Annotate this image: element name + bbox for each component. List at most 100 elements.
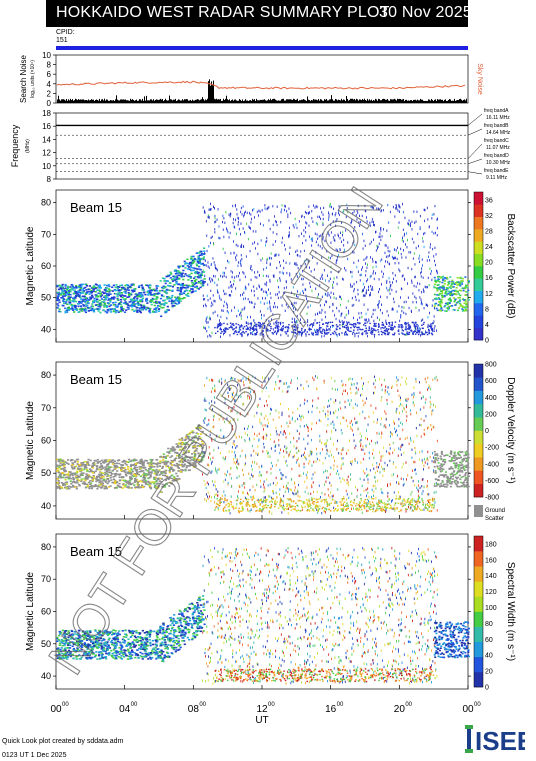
data-cell <box>338 213 340 217</box>
data-cell <box>212 279 214 282</box>
data-cell <box>268 324 271 327</box>
data-cell <box>126 303 129 305</box>
search-noise-bar <box>432 99 433 103</box>
search-noise-bar <box>374 100 375 103</box>
data-cell <box>257 270 259 274</box>
data-cell <box>309 285 311 288</box>
data-cell <box>254 275 256 279</box>
data-cell <box>99 287 102 289</box>
data-cell <box>464 300 467 302</box>
data-cell <box>121 294 124 296</box>
data-cell <box>106 460 109 463</box>
data-cell <box>87 302 90 304</box>
colorbar-segment <box>474 327 483 341</box>
data-cell <box>118 293 121 295</box>
data-cell <box>128 293 131 296</box>
data-cell <box>148 309 151 312</box>
data-cell <box>162 287 165 290</box>
data-cell <box>371 330 373 332</box>
search-noise-bar <box>69 100 70 103</box>
search-noise-bar <box>393 99 394 103</box>
data-cell <box>295 272 297 276</box>
data-cell <box>240 314 242 317</box>
data-cell <box>360 311 362 315</box>
data-cell <box>363 258 365 261</box>
data-cell <box>316 262 318 265</box>
data-cell <box>149 311 152 314</box>
search-noise-bar <box>272 99 273 103</box>
search-noise-bar <box>431 98 432 103</box>
data-cell <box>415 468 416 471</box>
data-cell <box>372 288 374 291</box>
data-cell <box>429 267 431 270</box>
data-cell <box>401 332 403 334</box>
data-cell <box>347 210 349 214</box>
data-cell <box>214 263 216 267</box>
search-noise-bar <box>128 100 129 103</box>
search-noise-bar <box>279 100 280 103</box>
data-cell <box>204 274 206 278</box>
data-cell <box>214 231 216 234</box>
data-cell <box>236 275 238 278</box>
data-cell <box>417 324 419 328</box>
data-cell <box>422 264 423 267</box>
data-cell <box>437 294 440 296</box>
data-cell <box>309 324 311 327</box>
data-cell <box>318 235 320 238</box>
data-cell <box>394 326 396 328</box>
data-cell <box>172 301 175 304</box>
search-noise-bar <box>312 100 313 103</box>
data-cell <box>141 295 144 297</box>
data-cell <box>200 250 203 253</box>
data-cell <box>350 327 352 329</box>
data-cell <box>208 325 210 329</box>
data-cell <box>199 280 202 283</box>
data-cell <box>267 307 269 310</box>
data-cell <box>142 461 146 463</box>
data-cell <box>163 290 166 293</box>
data-cell <box>179 274 182 277</box>
data-cell <box>285 205 286 208</box>
data-cell <box>59 294 62 296</box>
data-cell <box>327 329 329 331</box>
data-cell <box>189 285 193 288</box>
data-cell <box>174 275 177 278</box>
data-cell <box>271 408 272 411</box>
data-cell <box>121 464 124 466</box>
data-cell <box>283 266 285 270</box>
data-cell <box>399 319 401 323</box>
data-cell <box>159 455 162 458</box>
data-cell <box>85 309 88 311</box>
data-cell <box>113 464 116 467</box>
data-cell <box>263 326 266 328</box>
data-cell <box>147 471 150 474</box>
data-cell <box>302 269 304 273</box>
data-cell <box>399 210 400 213</box>
data-cell <box>289 274 291 277</box>
data-cell <box>452 281 455 284</box>
data-cell <box>411 321 414 324</box>
data-cell <box>157 308 161 310</box>
data-cell <box>204 259 206 262</box>
data-cell <box>413 325 416 327</box>
data-cell <box>229 322 232 324</box>
data-cell <box>320 217 321 220</box>
data-cell <box>255 324 257 326</box>
data-cell <box>301 214 303 218</box>
data-cell <box>234 331 236 333</box>
data-cell <box>126 289 129 291</box>
data-cell <box>431 333 434 336</box>
data-cell <box>457 301 460 303</box>
data-cell <box>405 410 407 414</box>
data-cell <box>223 271 225 275</box>
data-cell <box>312 256 314 259</box>
data-cell <box>382 323 384 325</box>
data-cell <box>98 460 101 463</box>
data-cell <box>226 303 228 307</box>
data-cell <box>227 470 228 473</box>
data-cell <box>164 301 167 304</box>
search-noise-bar <box>180 100 181 103</box>
data-cell <box>179 265 182 267</box>
search-noise-bar <box>353 99 354 103</box>
data-cell <box>336 328 338 331</box>
